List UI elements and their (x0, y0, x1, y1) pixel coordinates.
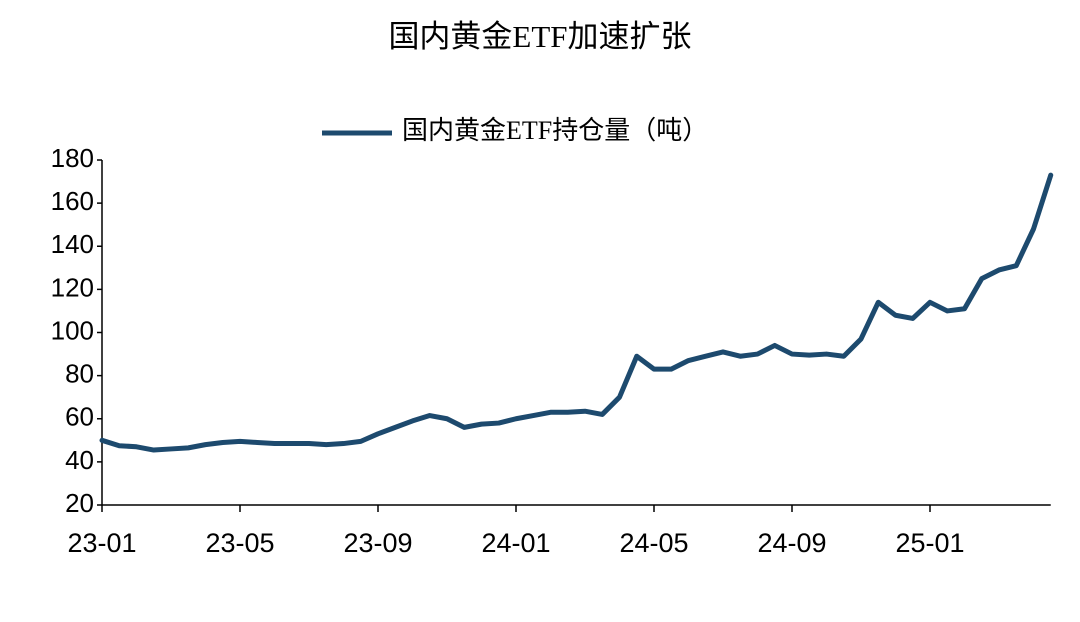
x-tick-label: 24-01 (481, 528, 550, 558)
y-tick-label: 100 (51, 315, 94, 345)
x-tick-label: 23-01 (67, 528, 136, 558)
x-tick-label: 25-01 (895, 528, 964, 558)
y-tick-label: 80 (65, 359, 94, 389)
y-tick-label: 20 (65, 488, 94, 518)
x-tick-label: 23-09 (343, 528, 412, 558)
x-tick-label: 23-05 (205, 528, 274, 558)
x-tick-label: 24-09 (757, 528, 826, 558)
chart-title: 国内黄金ETF加速扩张 (388, 19, 691, 54)
y-tick-label: 140 (51, 229, 94, 259)
y-tick-label: 160 (51, 186, 94, 216)
x-tick-label: 24-05 (619, 528, 688, 558)
y-tick-label: 40 (65, 445, 94, 475)
y-tick-label: 120 (51, 272, 94, 302)
data-line (99, 172, 1054, 453)
y-tick-label: 60 (65, 402, 94, 432)
y-tick-label: 180 (51, 143, 94, 173)
legend-label: 国内黄金ETF持仓量（吨） (402, 116, 708, 145)
